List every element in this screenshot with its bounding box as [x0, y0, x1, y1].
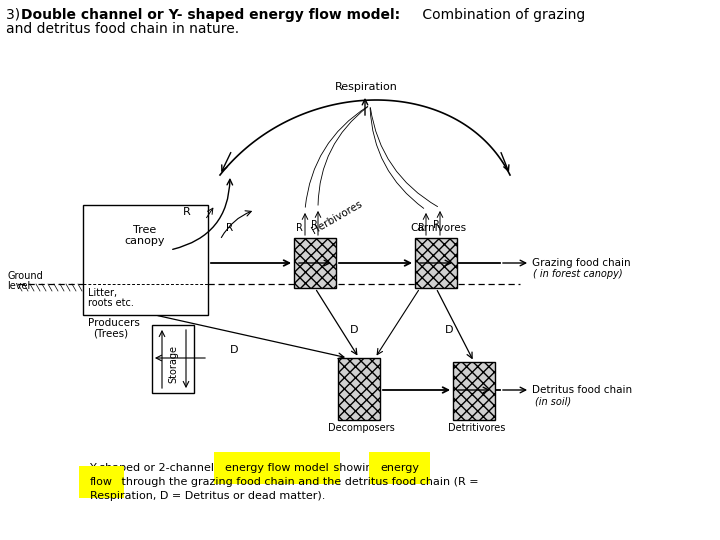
Bar [83, 205, 208, 315]
Text: Storage: Storage [168, 345, 178, 383]
Text: 3): 3) [6, 8, 24, 22]
Text: Litter,: Litter, [88, 288, 117, 298]
Text: R: R [418, 223, 425, 233]
Text: Herbivores: Herbivores [310, 199, 364, 236]
Text: R: R [433, 220, 440, 230]
Text: Carnivores: Carnivores [410, 223, 466, 233]
Text: Respiration, D = Detritus or dead matter).: Respiration, D = Detritus or dead matter… [90, 491, 325, 501]
Text: and detritus food chain in nature.: and detritus food chain in nature. [6, 22, 239, 36]
Text: Tree: Tree [133, 225, 157, 235]
Text: R: R [311, 220, 318, 230]
Text: R: R [226, 223, 233, 233]
Bar [415, 238, 457, 288]
Text: (Trees): (Trees) [93, 329, 128, 339]
Text: showing: showing [330, 463, 383, 473]
Text: R: R [183, 207, 191, 217]
Text: energy flow model: energy flow model [225, 463, 329, 473]
Bar [338, 358, 380, 420]
Bar [152, 325, 194, 393]
Text: D: D [230, 345, 238, 355]
Text: Decomposers: Decomposers [328, 423, 395, 433]
Text: Detritus food chain: Detritus food chain [532, 385, 632, 395]
Text: D: D [350, 325, 359, 335]
Text: (in soil): (in soil) [535, 396, 571, 406]
Text: roots etc.: roots etc. [88, 298, 134, 308]
Text: Respiration: Respiration [335, 82, 398, 92]
Text: Grazing food chain: Grazing food chain [532, 258, 631, 268]
Text: Double channel or Y- shaped energy flow model:: Double channel or Y- shaped energy flow … [21, 8, 400, 22]
Text: level: level [7, 281, 30, 291]
Text: ( in forest canopy): ( in forest canopy) [533, 269, 623, 279]
Bar [294, 238, 336, 288]
Bar [453, 362, 495, 420]
Text: through the grazing food chain and the detritus food chain (R =: through the grazing food chain and the d… [118, 477, 479, 487]
Text: R: R [296, 223, 303, 233]
Text: Y-shaped or 2-channel: Y-shaped or 2-channel [90, 463, 217, 473]
Text: energy: energy [380, 463, 419, 473]
Text: Producers: Producers [88, 318, 140, 328]
Text: Combination of grazing: Combination of grazing [418, 8, 585, 22]
Text: D: D [445, 325, 454, 335]
Text: canopy: canopy [125, 236, 166, 246]
Text: Ground: Ground [7, 271, 42, 281]
Text: Detritivores: Detritivores [448, 423, 505, 433]
Text: flow: flow [90, 477, 113, 487]
